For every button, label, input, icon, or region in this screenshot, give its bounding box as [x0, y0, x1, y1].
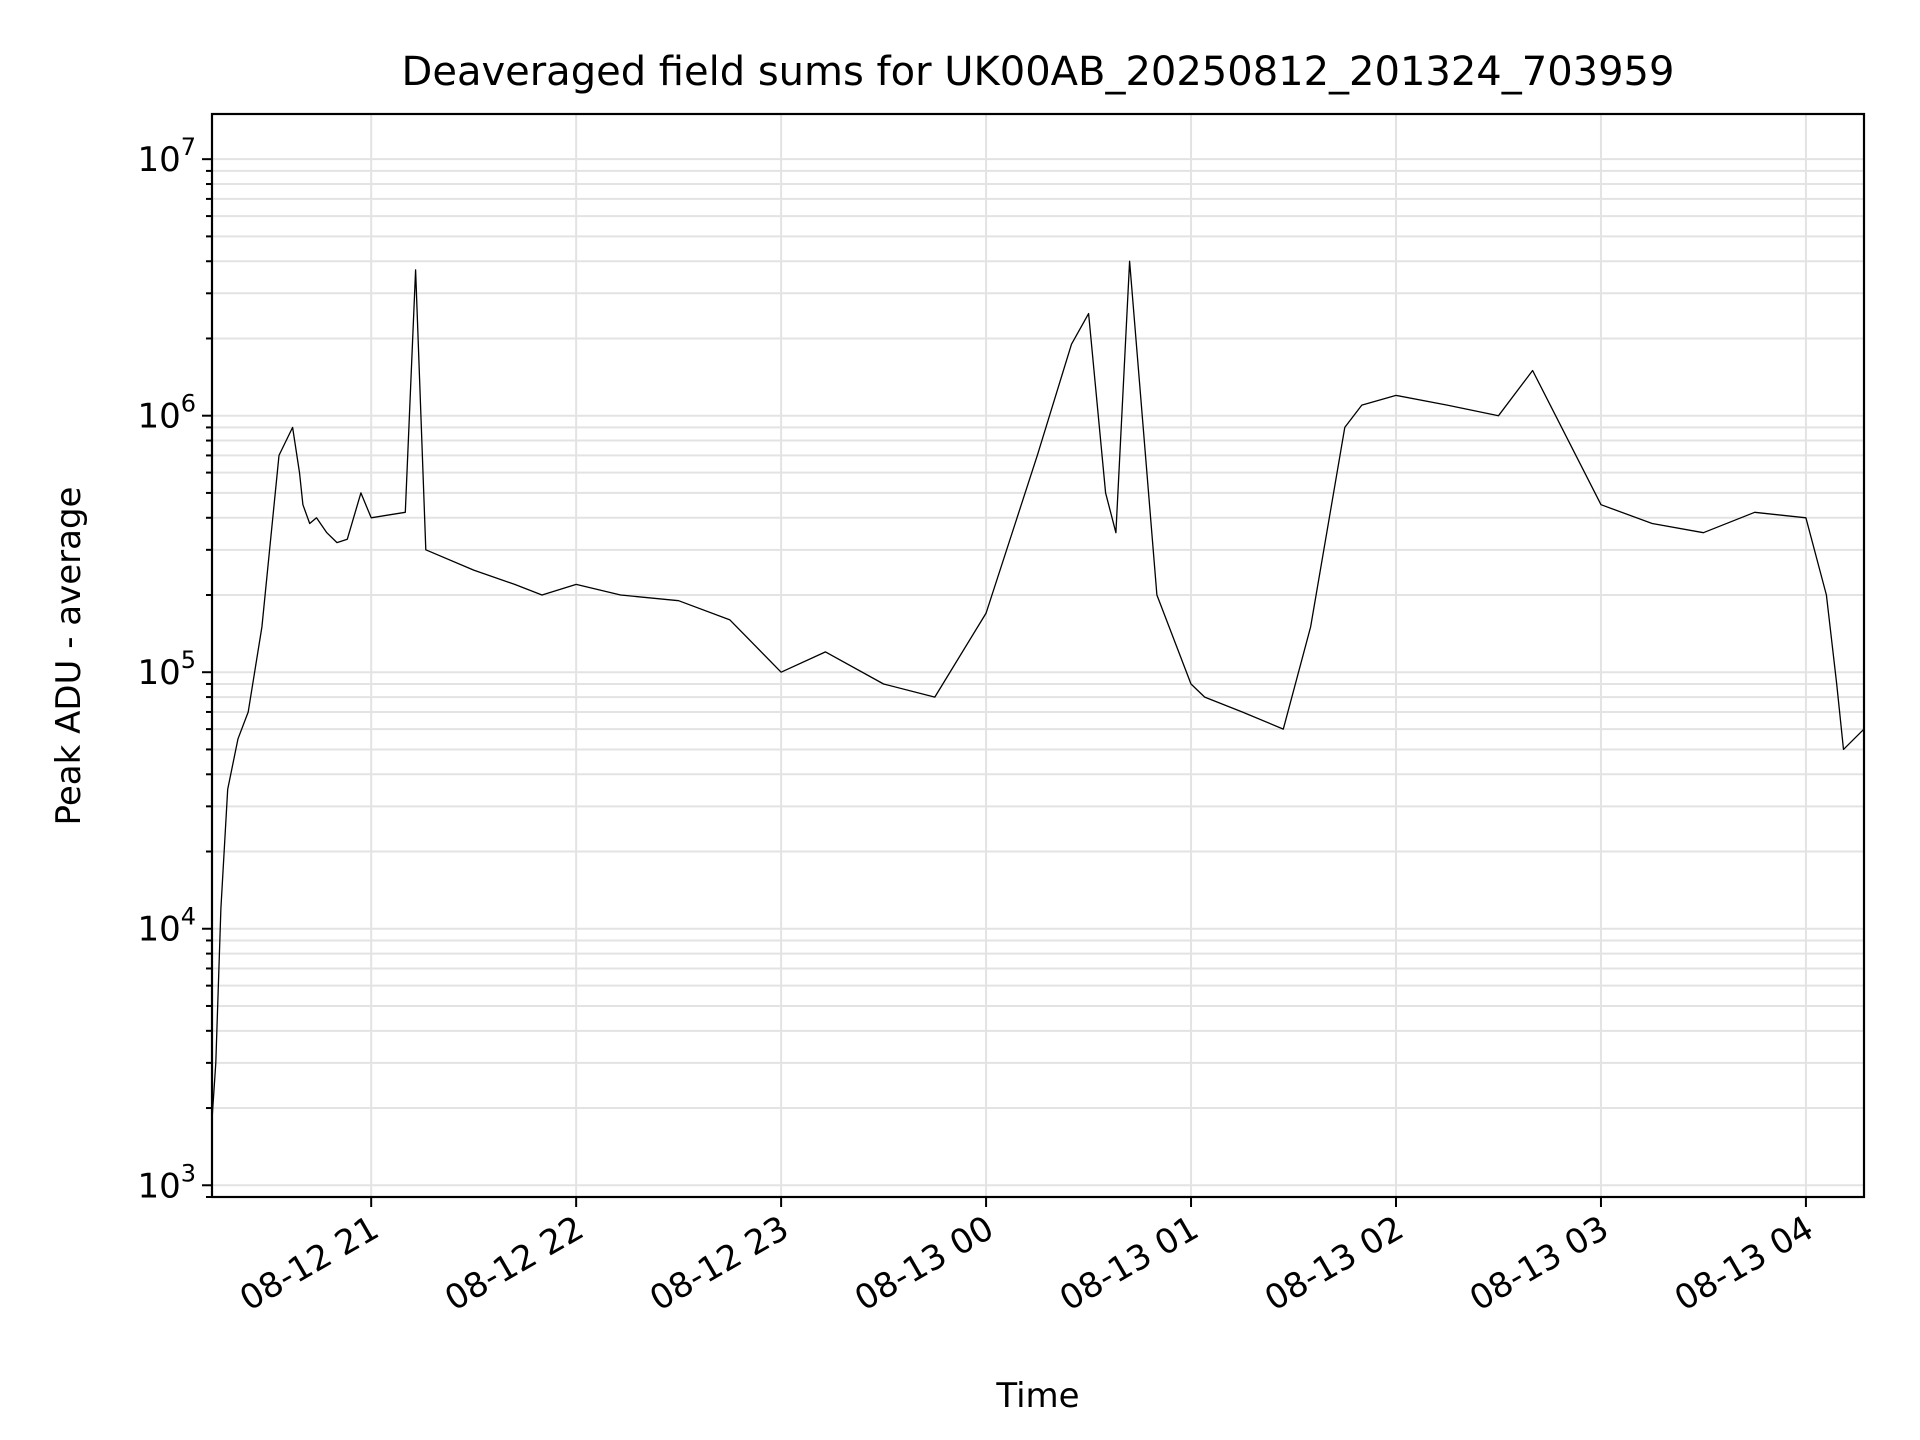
- y-axis: 103 104 105 106 107: [137, 133, 212, 1206]
- grid: [212, 114, 1864, 1198]
- series-line: [211, 260, 1865, 1120]
- x-tick-label: 08-13 01: [1053, 1208, 1205, 1319]
- series-layer: [211, 260, 1865, 1120]
- x-tick-label: 08-12 21: [233, 1208, 385, 1319]
- y-tick-label: 107: [137, 133, 196, 180]
- x-tick-label: 08-13 03: [1463, 1208, 1615, 1319]
- x-axis: 08-12 21 08-12 22 08-12 23 08-13 00 08-13 01…: [233, 1197, 1820, 1319]
- y-tick-label: 104: [137, 903, 196, 950]
- y-tick-label: 103: [137, 1159, 196, 1206]
- x-tick-label: 08-13 02: [1258, 1208, 1410, 1319]
- y-tick-label: 106: [137, 390, 196, 437]
- x-tick-label: 08-13 00: [848, 1208, 1000, 1319]
- x-axis-label: Time: [995, 1376, 1079, 1416]
- x-tick-label: 08-12 23: [643, 1208, 795, 1319]
- x-tick-label: 08-13 04: [1668, 1208, 1820, 1319]
- chart-title: Deaveraged field sums for UK00AB_2025081…: [402, 49, 1675, 95]
- y-tick-label: 105: [137, 646, 196, 693]
- plot-frame: [210, 112, 1866, 1199]
- y-axis-label: Peak ADU - average: [49, 487, 89, 826]
- x-tick-label: 08-12 22: [438, 1208, 590, 1319]
